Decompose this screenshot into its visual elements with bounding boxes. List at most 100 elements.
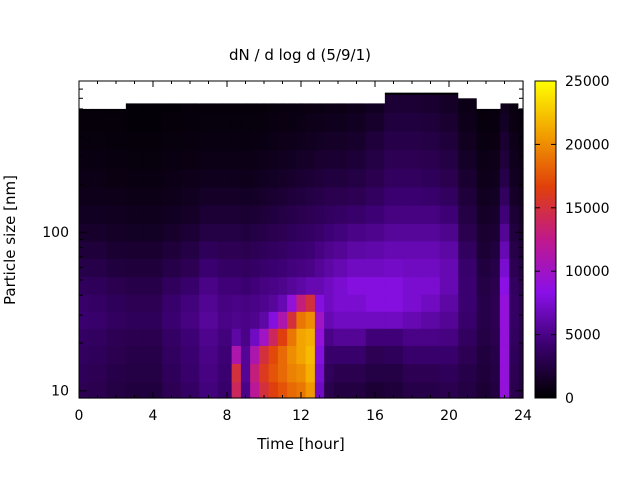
- heatmap-cell: [314, 112, 325, 132]
- heatmap-cell: [277, 258, 288, 278]
- heatmap-cell: [240, 276, 251, 295]
- heatmap-cell: [240, 311, 251, 329]
- heatmap-cell: [287, 223, 297, 242]
- heatmap-cell: [287, 94, 297, 114]
- heatmap-cell: [518, 112, 524, 132]
- heatmap-cell: [384, 258, 404, 278]
- heatmap-cell: [180, 149, 200, 170]
- heatmap-cell: [421, 130, 441, 151]
- heatmap-cell: [384, 204, 404, 224]
- heatmap-cell: [79, 186, 89, 206]
- cap-mask-cell: [490, 81, 501, 109]
- heatmap-cell: [125, 381, 145, 399]
- cap-mask-cell: [287, 81, 297, 104]
- heatmap-cell: [277, 94, 288, 114]
- heatmap-cell: [199, 186, 219, 206]
- heatmap-cell: [365, 258, 385, 278]
- heatmap-cell: [499, 345, 510, 365]
- heatmap-cell: [384, 311, 404, 329]
- heatmap-cell: [217, 204, 233, 224]
- heatmap-cell: [499, 258, 510, 278]
- heatmap-cell: [259, 149, 270, 170]
- heatmap-cell: [324, 363, 334, 383]
- heatmap-cell: [421, 94, 441, 114]
- heatmap-cell: [314, 276, 325, 295]
- heatmap-cell: [250, 186, 260, 206]
- heatmap-cell: [259, 381, 270, 399]
- heatmap-cell: [439, 149, 459, 170]
- heatmap-cell: [421, 258, 441, 278]
- heatmap-cell: [88, 345, 108, 365]
- heatmap-cell: [347, 258, 367, 278]
- heatmap-cell: [296, 328, 307, 346]
- heatmap-cell: [296, 240, 307, 259]
- heatmap-cell: [231, 130, 242, 151]
- heatmap-cell: [333, 112, 348, 132]
- heatmap-cell: [125, 363, 145, 383]
- heatmap-cell: [162, 311, 182, 329]
- heatmap-cell: [125, 204, 145, 224]
- heatmap-cell: [305, 363, 316, 383]
- heatmap-cell: [277, 112, 288, 132]
- heatmap-cell: [231, 186, 242, 206]
- heatmap-cell: [509, 240, 519, 259]
- heatmap-cell: [199, 328, 219, 346]
- heatmap-cell: [231, 94, 242, 114]
- heatmap-cell: [421, 168, 441, 188]
- heatmap-cell: [305, 168, 316, 188]
- heatmap-cell: [106, 149, 126, 170]
- heatmap-cell: [314, 130, 325, 151]
- heatmap-cell: [199, 240, 219, 259]
- x-tick-label: 24: [514, 408, 532, 424]
- heatmap-cell: [88, 276, 108, 295]
- heatmap-cell: [439, 94, 459, 114]
- heatmap-cell: [162, 294, 182, 312]
- heatmap-cell: [384, 149, 404, 170]
- heatmap-cell: [277, 294, 288, 312]
- heatmap-cell: [143, 345, 163, 365]
- heatmap-cell: [333, 258, 348, 278]
- y-axis-label: Particle size [nm]: [1, 175, 19, 305]
- heatmap-cell: [217, 328, 233, 346]
- heatmap-cell: [180, 276, 200, 295]
- heatmap-cell: [518, 149, 524, 170]
- heatmap-cell: [421, 204, 441, 224]
- heatmap-cell: [287, 240, 297, 259]
- heatmap-cell: [439, 311, 459, 329]
- heatmap-cell: [296, 381, 307, 399]
- heatmap-cell: [143, 311, 163, 329]
- heatmap-cell: [180, 223, 200, 242]
- cap-mask-cell: [268, 81, 279, 104]
- heatmap-cell: [199, 345, 219, 365]
- heatmap-cell: [180, 240, 200, 259]
- heatmap-cell: [333, 223, 348, 242]
- heatmap-cell: [333, 276, 348, 295]
- heatmap-cell: [106, 204, 126, 224]
- heatmap-cell: [180, 345, 200, 365]
- heatmap-cell: [240, 112, 251, 132]
- heatmap-cell: [305, 381, 316, 399]
- heatmap-cell: [347, 204, 367, 224]
- heatmap-cell: [476, 328, 492, 346]
- heatmap-cell: [250, 328, 260, 346]
- cap-mask-cell: [162, 81, 182, 104]
- heatmap-cell: [143, 130, 163, 151]
- heatmap-cell: [143, 204, 163, 224]
- heatmap-cell: [296, 294, 307, 312]
- heatmap-cell: [305, 94, 316, 114]
- heatmap-cell: [217, 223, 233, 242]
- heatmap-cell: [402, 149, 422, 170]
- heatmap-cell: [476, 204, 492, 224]
- heatmap-cell: [259, 204, 270, 224]
- cap-mask-cell: [314, 81, 325, 104]
- heatmap-cell: [384, 94, 404, 114]
- heatmap-cell: [79, 130, 89, 151]
- heatmap-cell: [162, 381, 182, 399]
- heatmap-cell: [439, 186, 459, 206]
- heatmap-cell: [162, 204, 182, 224]
- heatmap-cell: [365, 240, 385, 259]
- heatmap-cell: [476, 311, 492, 329]
- heatmap-cell: [458, 149, 478, 170]
- heatmap-cell: [324, 276, 334, 295]
- heatmap-cell: [277, 130, 288, 151]
